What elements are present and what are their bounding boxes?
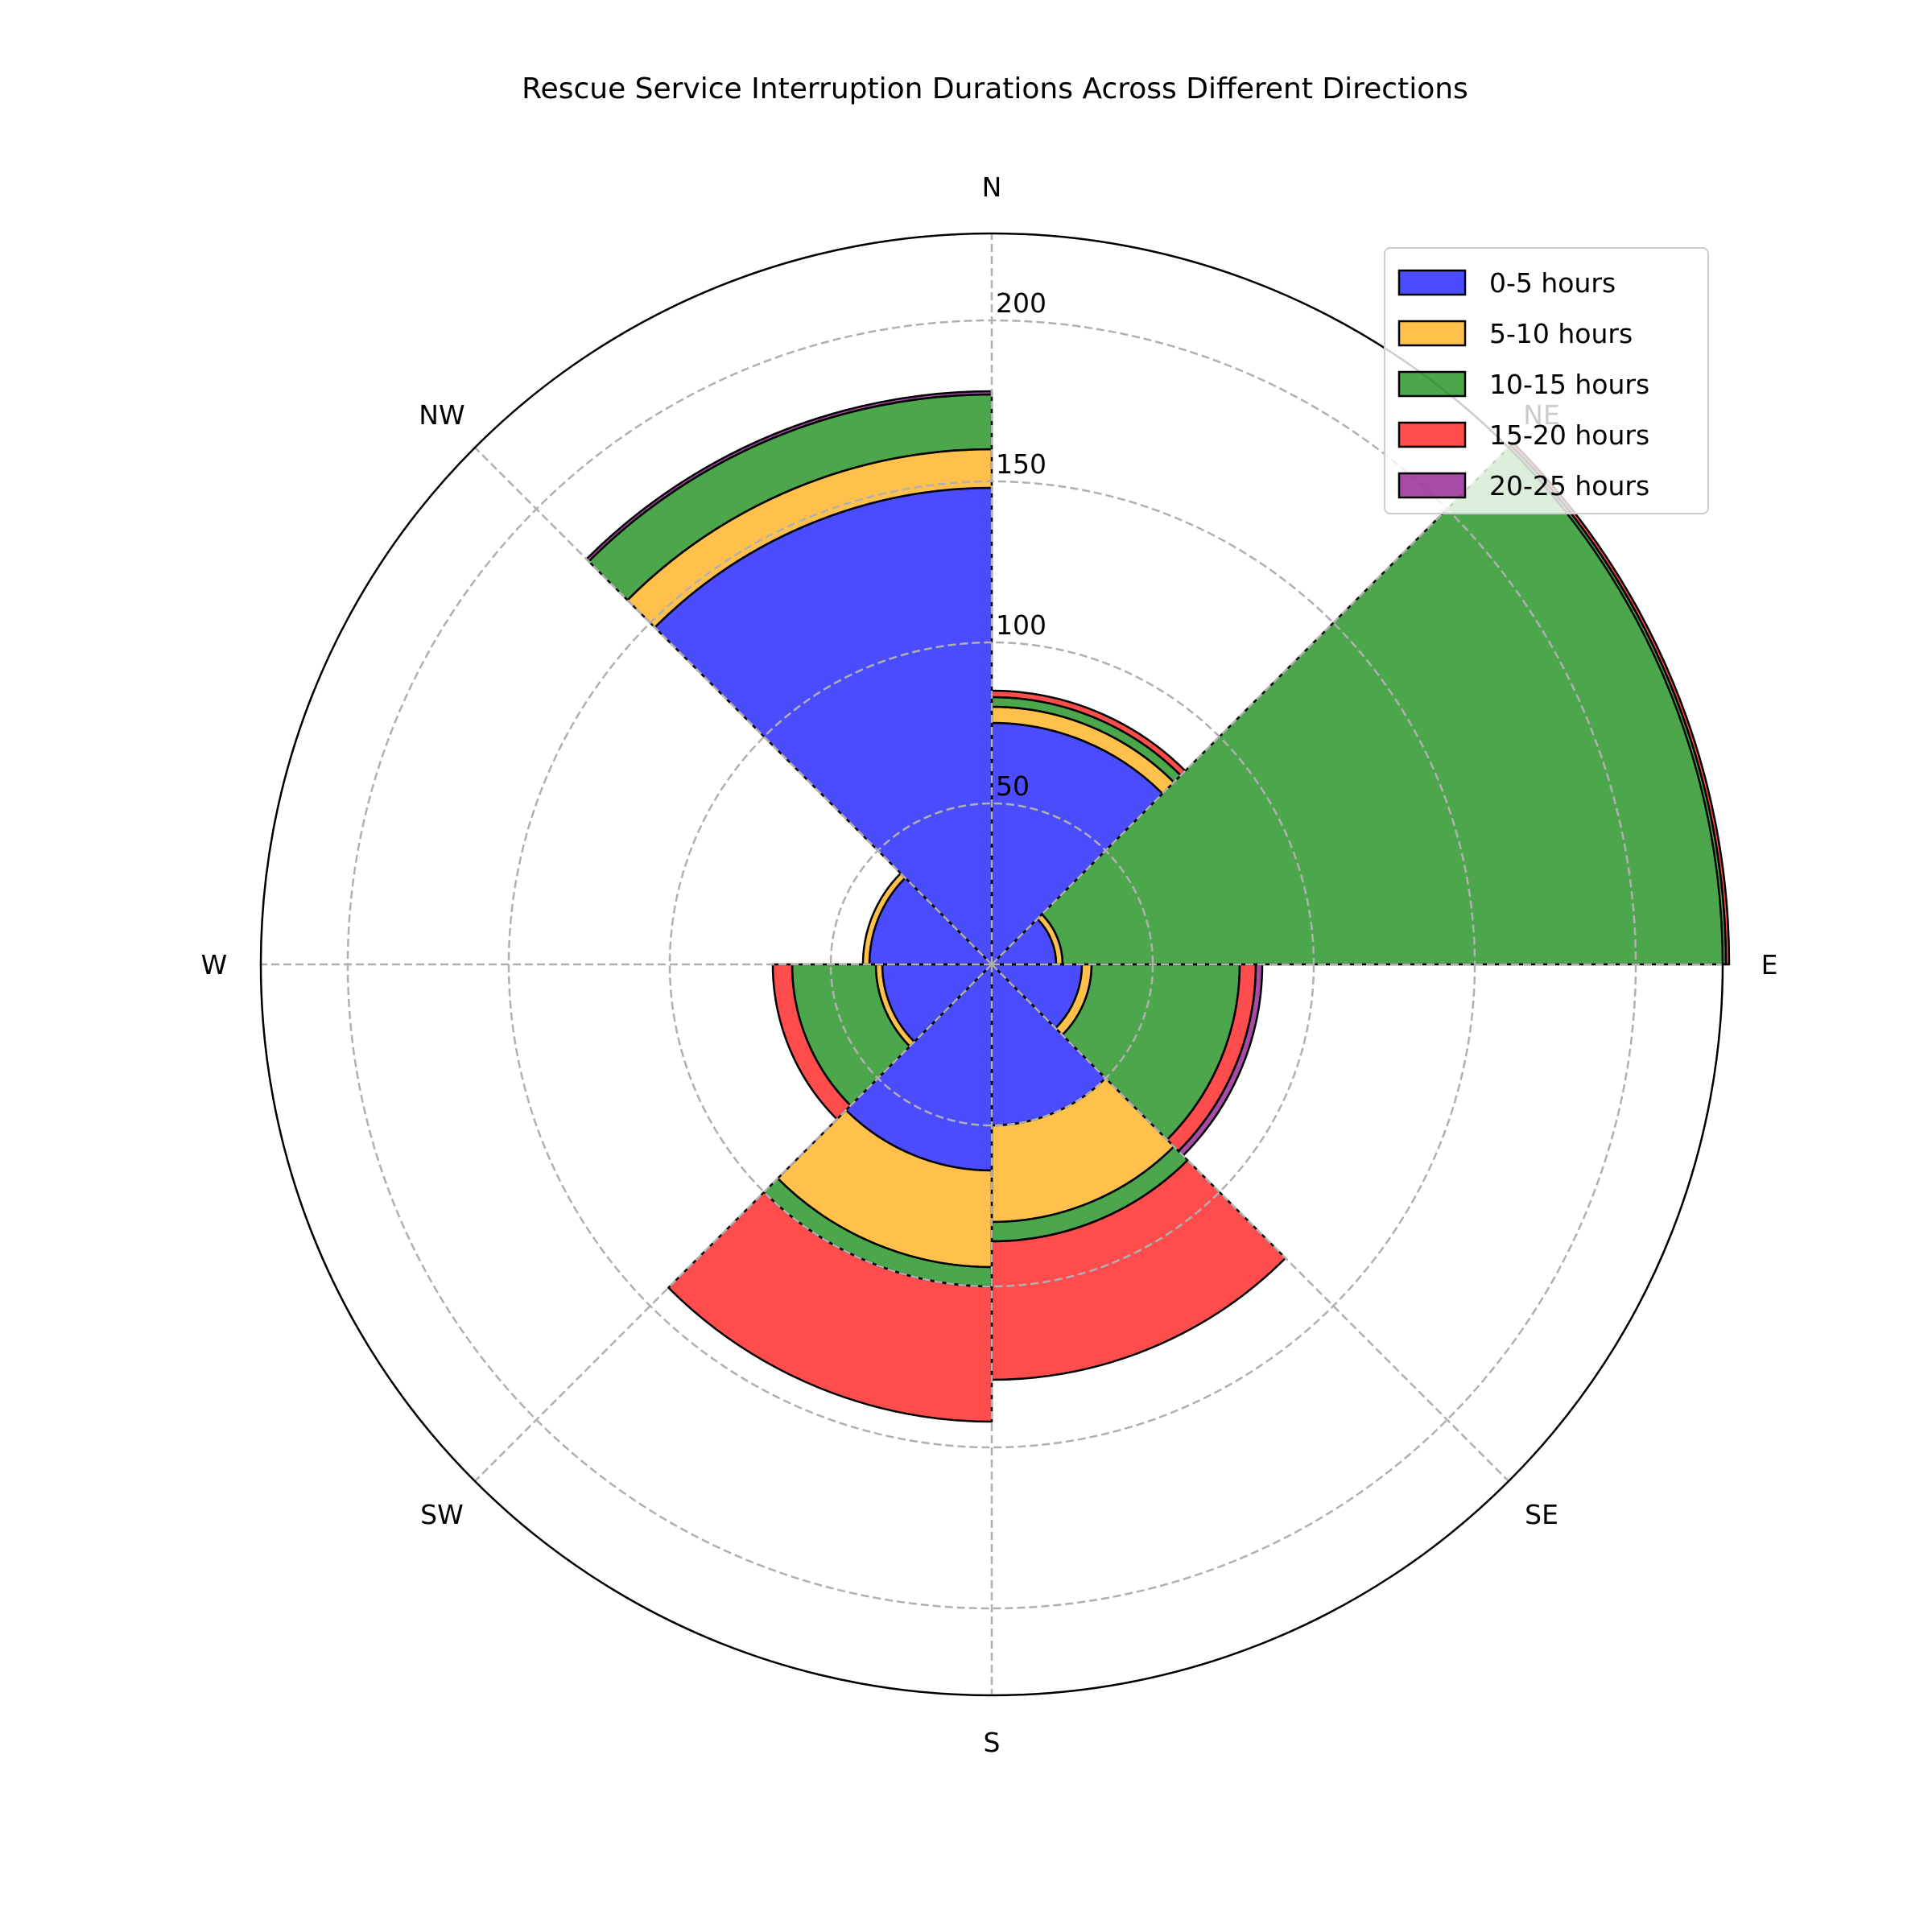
radial-tick-150: 150 — [996, 448, 1046, 480]
legend-label-0-5-hours: 0-5 hours — [1489, 267, 1616, 299]
legend-swatch-0-5-hours — [1397, 269, 1467, 296]
legend-label-20-25-hours: 20-25 hours — [1489, 470, 1649, 502]
legend-swatch-5-10-hours — [1397, 320, 1467, 347]
direction-label-sw: SW — [420, 1499, 464, 1530]
polar-frame — [259, 232, 1724, 1697]
legend-label-10-15-hours: 10-15 hours — [1489, 369, 1649, 400]
radial-tick-100: 100 — [996, 609, 1046, 641]
legend: 0-5 hours 5-10 hours 10-15 hours 15-20 hour… — [1384, 247, 1709, 514]
direction-label-nw: NW — [419, 399, 464, 431]
radial-tick-50: 50 — [996, 770, 1030, 802]
grid-spoke-sw — [474, 964, 993, 1482]
chart-title: Rescue Service Interruption Durations Ac… — [522, 72, 1468, 105]
direction-label-e: E — [1761, 949, 1778, 980]
grid-spoke-nw — [474, 447, 993, 965]
grid-layer — [259, 232, 1724, 1697]
direction-label-s: S — [984, 1727, 1001, 1758]
legend-swatch-20-25-hours — [1397, 472, 1467, 499]
legend-swatch-15-20-hours — [1397, 421, 1467, 448]
legend-swatch-10-15-hours — [1397, 370, 1467, 398]
legend-label-5-10-hours: 5-10 hours — [1489, 318, 1633, 349]
direction-label-se: SE — [1525, 1499, 1558, 1530]
grid-spoke-se — [991, 964, 1509, 1482]
bar-ne-15-20-hours — [1509, 442, 1731, 966]
radial-tick-200: 200 — [996, 287, 1046, 319]
legend-label-15-20-hours: 15-20 hours — [1489, 419, 1649, 451]
direction-label-w: W — [201, 949, 228, 980]
bar-ne-10-15-hours — [1040, 444, 1728, 966]
direction-label-n: N — [982, 171, 1002, 203]
bars-layer — [585, 390, 1731, 1423]
grid-spoke-ne — [991, 447, 1509, 965]
